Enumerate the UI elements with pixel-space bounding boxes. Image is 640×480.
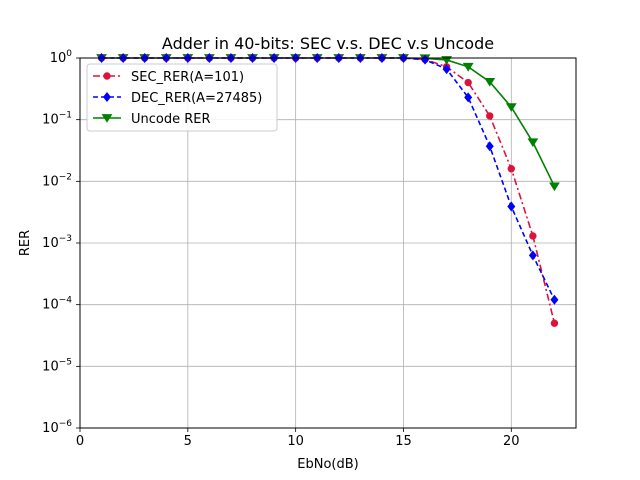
x-tick-label: 15 [395,434,412,449]
data-point [507,165,516,173]
y-axis-label: RER [18,230,33,256]
y-tick-label: 10−6 [42,419,72,436]
data-point [507,201,516,212]
data-point [550,319,559,327]
legend-label: DEC_RER(A=27485) [131,91,262,106]
data-point [485,141,494,152]
data-point [528,250,537,261]
data-point [550,294,559,305]
y-tick-label: 10−1 [42,111,72,128]
x-tick-label: 0 [76,434,84,449]
y-tick-label: 10−4 [42,296,72,313]
data-point [549,182,560,192]
legend-marker [101,114,113,123]
ticks: 0 5 10 15 20 10−6 10−5 10−4 10−3 10−2 10−1 100 [42,49,519,449]
x-tick-label: 20 [503,434,520,449]
x-tick-label: 10 [287,434,304,449]
y-tick-label: 10−3 [42,234,72,251]
data-point [527,138,539,148]
y-tick-label: 100 [50,49,73,66]
data-point [486,112,494,120]
data-point [464,78,472,87]
legend-box [86,63,278,132]
data-point [505,103,517,112]
legend: SEC_RER(A=101) DEC_RER(A=27485) Uncode RER [86,63,278,132]
chart-title: Adder in 40-bits: SEC v.s. DEC v.s Uncod… [162,34,494,53]
data-point [484,78,496,87]
x-axis-label: EbNo(dB) [297,457,358,472]
legend-marker [103,72,111,80]
data-point [529,232,537,240]
data-point [464,92,473,103]
y-tick-label: 10−5 [42,357,72,374]
data-point [442,64,451,75]
data-point [462,62,474,72]
y-tick-label: 10−2 [42,172,72,189]
grid [79,57,576,429]
legend-label: SEC_RER(A=101) [131,70,244,85]
x-tick-label: 5 [184,434,192,449]
legend-marker [102,91,112,103]
legend-label: Uncode RER [131,112,211,127]
